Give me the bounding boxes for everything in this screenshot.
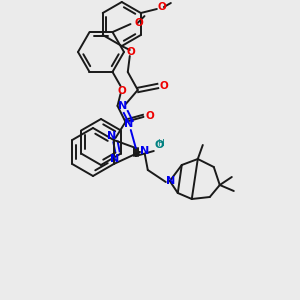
Text: O: O <box>159 81 168 91</box>
Text: O: O <box>117 86 126 96</box>
Text: N: N <box>110 154 119 164</box>
Text: N: N <box>140 146 149 156</box>
Text: O: O <box>145 111 154 121</box>
Text: O: O <box>158 2 166 12</box>
Text: N: N <box>107 131 116 141</box>
Text: H: H <box>157 139 164 148</box>
Text: O: O <box>126 47 135 57</box>
Text: N: N <box>166 176 176 186</box>
Text: N: N <box>124 119 134 129</box>
Text: O: O <box>134 18 143 28</box>
Text: N: N <box>118 101 128 111</box>
Text: O: O <box>155 140 164 150</box>
